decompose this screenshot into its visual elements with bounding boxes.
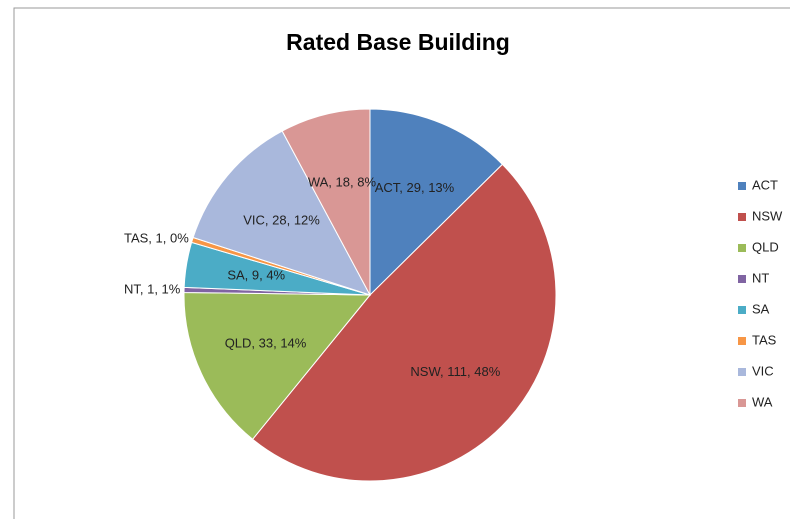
pie-slice <box>369 108 504 297</box>
data-label: NSW, 111, 48% <box>410 364 500 379</box>
data-label: VIC, 28, 12% <box>243 212 320 227</box>
legend-swatch <box>738 275 746 283</box>
legend-swatch <box>738 213 746 221</box>
legend-label: QLD <box>752 239 779 254</box>
data-label: TAS, 1, 0% <box>124 230 189 245</box>
legend-swatch <box>738 337 746 345</box>
legend-swatch <box>738 399 746 407</box>
legend-swatch <box>738 244 746 252</box>
data-label: NT, 1, 1% <box>124 281 181 296</box>
legend-label: SA <box>752 301 770 316</box>
pie-slice <box>183 291 372 440</box>
legend-label: VIC <box>752 363 774 378</box>
pie-slice <box>251 163 557 482</box>
chart-title: Rated Base Building <box>286 29 510 55</box>
legend-swatch <box>738 306 746 314</box>
legend-label: NT <box>752 270 769 285</box>
pie-slice <box>281 108 371 296</box>
pie-slice <box>192 130 372 296</box>
legend-label: TAS <box>752 332 777 347</box>
data-label: ACT, 29, 13% <box>375 180 455 195</box>
data-label: SA, 9, 4% <box>227 268 285 283</box>
legend-swatch <box>738 182 746 190</box>
legend-label: WA <box>752 394 773 409</box>
legend-label: ACT <box>752 177 778 192</box>
legend-swatch <box>738 368 746 376</box>
data-label: WA, 18, 8% <box>308 175 377 190</box>
legend-label: NSW <box>752 208 783 223</box>
data-label: QLD, 33, 14% <box>225 335 307 350</box>
